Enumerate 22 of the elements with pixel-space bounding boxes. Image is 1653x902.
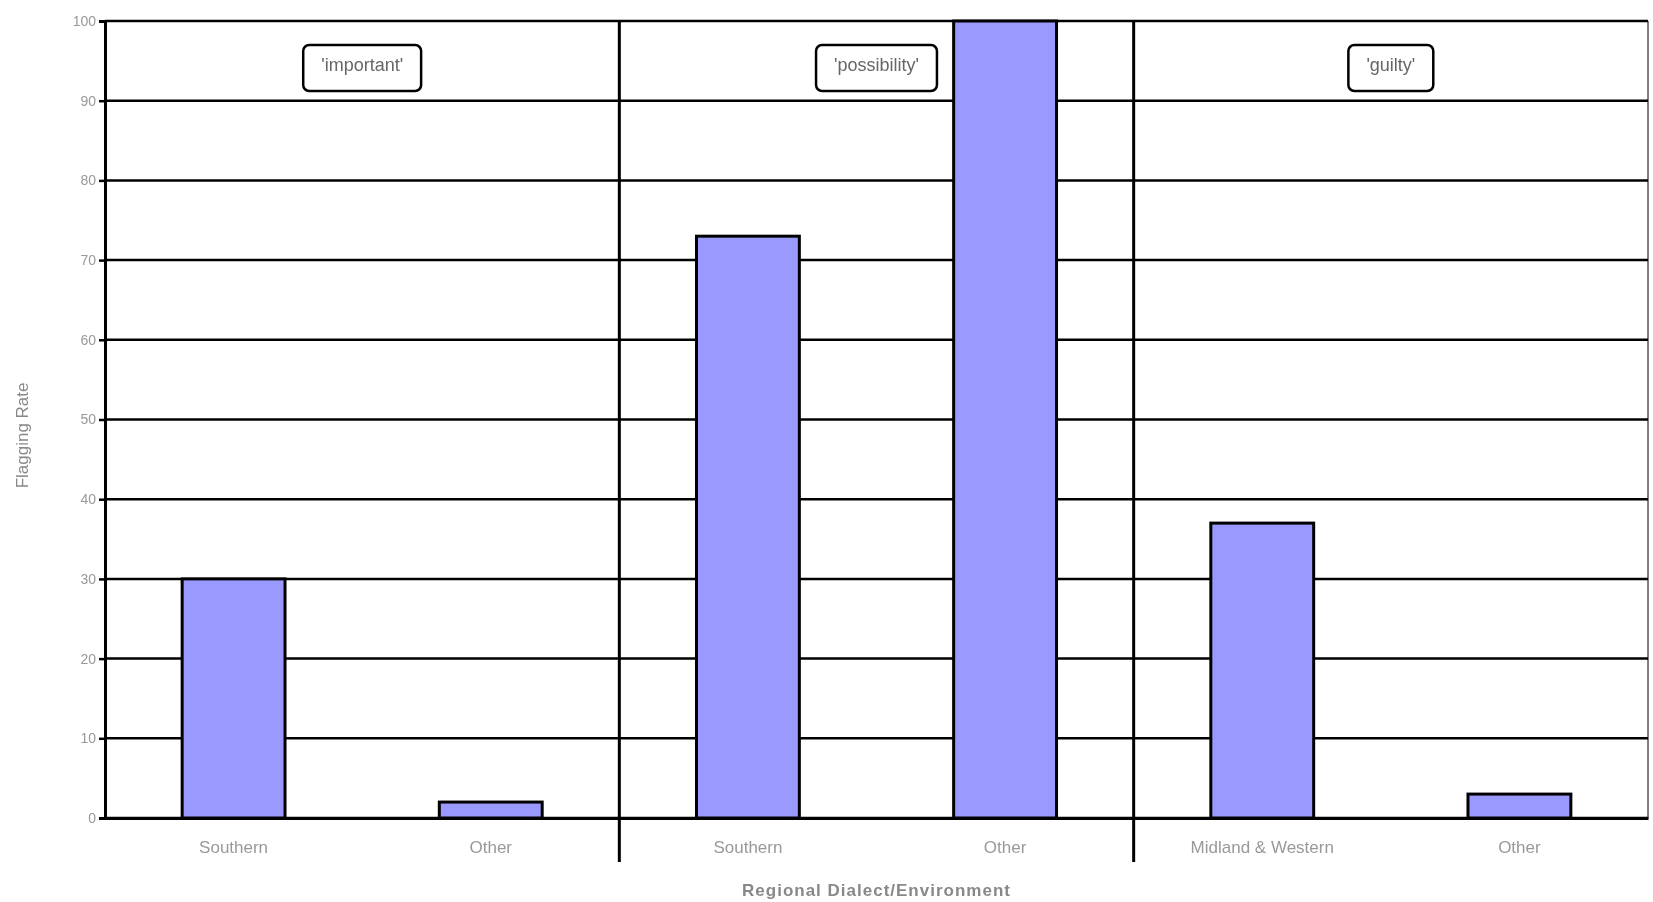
y-axis-title: Flagging Rate bbox=[13, 382, 32, 489]
x-tick-label: Southern bbox=[713, 838, 783, 858]
x-axis-title: Regional Dialect/Environment bbox=[742, 881, 1011, 900]
y-tick-label: 60 bbox=[80, 331, 97, 348]
x-tick-label: Other bbox=[1498, 838, 1542, 858]
y-tick-label: 80 bbox=[80, 172, 97, 189]
x-tick-label: Southern bbox=[199, 838, 269, 858]
x-tick-label: Other bbox=[983, 838, 1027, 858]
annotation: 'guilty' bbox=[1366, 55, 1416, 75]
y-tick-label: 20 bbox=[80, 650, 97, 667]
x-tick-label: Other bbox=[469, 838, 513, 858]
y-tick-label: 30 bbox=[80, 570, 97, 587]
annotation: 'possibility' bbox=[834, 55, 919, 75]
y-tick-label: 40 bbox=[80, 491, 97, 508]
y-tick-label: 50 bbox=[80, 411, 97, 428]
y-tick-label: 100 bbox=[72, 12, 97, 29]
x-tick-label: Midland & Western bbox=[1190, 838, 1334, 858]
annotation: 'important' bbox=[321, 55, 404, 75]
y-tick-label: 70 bbox=[80, 252, 97, 269]
y-tick-label: 10 bbox=[80, 730, 97, 747]
y-tick-label: 0 bbox=[88, 809, 97, 826]
y-tick-label: 90 bbox=[80, 92, 97, 109]
